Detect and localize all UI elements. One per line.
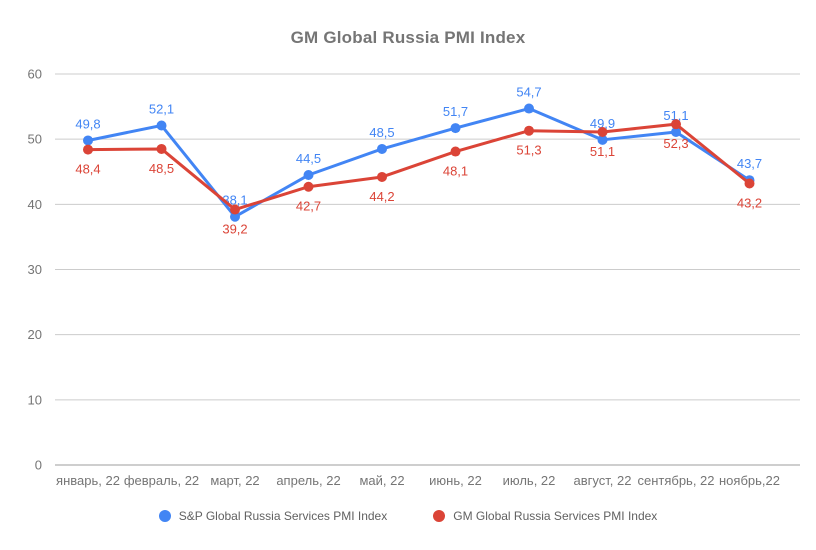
y-axis-label: 60 — [28, 67, 42, 82]
y-axis-label: 0 — [35, 458, 42, 473]
value-label: 52,1 — [149, 101, 174, 116]
data-point[interactable] — [156, 120, 167, 131]
x-axis-label: февраль, 22 — [124, 473, 199, 488]
x-axis-label: май, 22 — [359, 473, 404, 488]
data-point[interactable] — [671, 126, 681, 137]
y-axis-label: 20 — [28, 327, 42, 342]
value-label: 43,7 — [737, 156, 762, 171]
data-point[interactable] — [597, 126, 608, 137]
chart-legend: S&P Global Russia Services PMI Index GM G… — [0, 509, 816, 523]
value-label: 42,7 — [296, 199, 321, 214]
legend-item[interactable]: S&P Global Russia Services PMI Index — [158, 509, 388, 523]
x-axis-label: июнь, 22 — [429, 473, 482, 488]
data-point[interactable] — [230, 211, 240, 222]
series-line-blue — [86, 107, 751, 219]
x-axis-label: март, 22 — [210, 473, 259, 488]
value-label: 49,8 — [75, 116, 100, 131]
data-point[interactable] — [450, 146, 461, 157]
data-point[interactable] — [230, 204, 240, 215]
data-point[interactable] — [377, 143, 387, 154]
x-axis-label: июль, 22 — [503, 473, 556, 488]
legend-item[interactable]: GM Global Russia Services PMI Index — [433, 509, 657, 523]
value-label: 51,3 — [516, 143, 541, 158]
data-point[interactable] — [597, 134, 608, 145]
data-point[interactable] — [83, 144, 93, 155]
data-point[interactable] — [450, 123, 461, 134]
y-axis-label: 30 — [28, 262, 42, 277]
value-label: 39,2 — [222, 222, 247, 237]
series-line-red — [86, 122, 751, 212]
value-label: 51,1 — [663, 108, 688, 123]
data-point[interactable] — [524, 103, 534, 114]
data-point[interactable] — [671, 119, 681, 130]
data-point[interactable] — [377, 171, 387, 182]
value-label: 48,5 — [149, 161, 174, 176]
data-point[interactable] — [83, 135, 93, 146]
value-label: 48,1 — [443, 164, 468, 179]
value-label: 48,5 — [369, 125, 394, 140]
data-point[interactable] — [303, 181, 314, 192]
data-point[interactable] — [156, 143, 167, 154]
data-point[interactable] — [303, 170, 314, 181]
value-label: 44,5 — [296, 151, 321, 166]
value-label: 52,3 — [663, 136, 688, 151]
data-point[interactable] — [744, 178, 755, 189]
legend-label: S&P Global Russia Services PMI Index — [178, 509, 388, 523]
value-label: 48,4 — [75, 162, 100, 177]
value-label: 54,7 — [516, 85, 541, 100]
y-axis-label: 40 — [28, 197, 42, 212]
x-axis-label: апрель, 22 — [276, 473, 340, 488]
x-axis-label: ноябрь,22 — [719, 473, 780, 488]
legend-dot-icon — [158, 510, 171, 522]
y-axis-label: 10 — [28, 392, 42, 407]
legend-dot-icon — [433, 510, 446, 522]
x-axis-label: август, 22 — [574, 473, 632, 488]
chart-title: GM Global Russia PMI Index — [290, 28, 526, 47]
value-label: 43,2 — [737, 195, 762, 210]
legend-label: GM Global Russia Services PMI Index — [453, 509, 658, 523]
value-label: 51,7 — [443, 104, 468, 119]
y-axis-label: 50 — [28, 132, 42, 147]
x-axis-label: сентябрь, 22 — [637, 473, 714, 488]
x-axis-label: январь, 22 — [56, 473, 120, 488]
data-point[interactable] — [524, 125, 534, 136]
value-label: 44,2 — [369, 189, 394, 204]
value-label: 51,1 — [590, 144, 615, 159]
value-label: 49,9 — [590, 116, 615, 131]
